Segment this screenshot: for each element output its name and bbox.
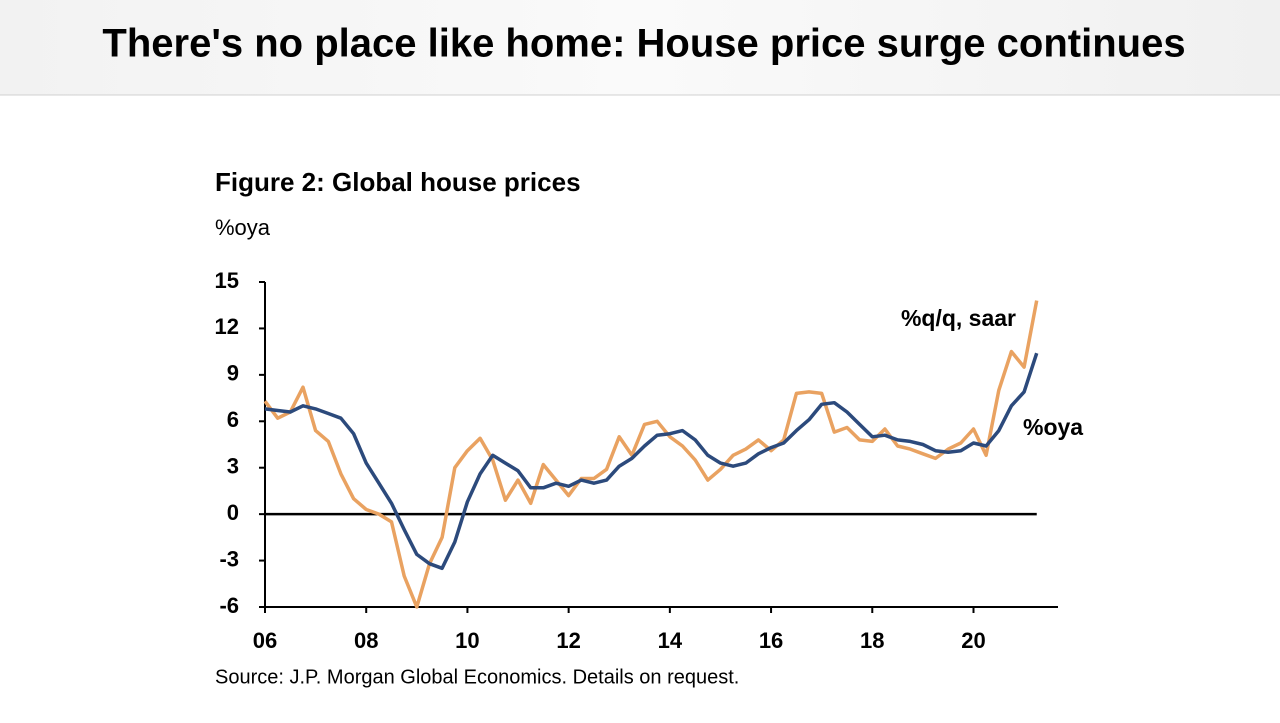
x-tick-label: 16 <box>759 628 783 653</box>
x-tick-label: 06 <box>253 628 277 653</box>
series-label: %q/q, saar <box>901 305 1016 331</box>
chart-title: Figure 2: Global house prices <box>215 167 581 197</box>
series-line <box>264 352 1039 571</box>
x-tick-label: 08 <box>354 628 378 653</box>
series-line <box>263 300 1039 609</box>
y-tick-label: 9 <box>227 361 239 386</box>
series-label: %oya <box>1023 414 1083 440</box>
y-tick-label: -3 <box>219 546 239 571</box>
source-note: Source: J.P. Morgan Global Economics. De… <box>215 666 739 688</box>
x-tick-label: 12 <box>556 628 580 653</box>
y-axis-label: %oya <box>215 215 271 240</box>
y-tick-label: 6 <box>227 407 239 432</box>
y-tick-label: 3 <box>227 454 239 479</box>
x-tick-label: 10 <box>455 628 479 653</box>
x-tick-label: 14 <box>658 628 683 653</box>
y-tick-label: -6 <box>219 593 239 618</box>
page-title: There's no place like home: House price … <box>102 22 1185 66</box>
y-tick-label: 12 <box>215 314 239 339</box>
y-tick-label: 15 <box>215 268 239 293</box>
x-tick-label: 18 <box>860 628 884 653</box>
header-band <box>0 0 1280 95</box>
x-tick-label: 20 <box>961 628 985 653</box>
y-tick-label: 0 <box>227 500 239 525</box>
